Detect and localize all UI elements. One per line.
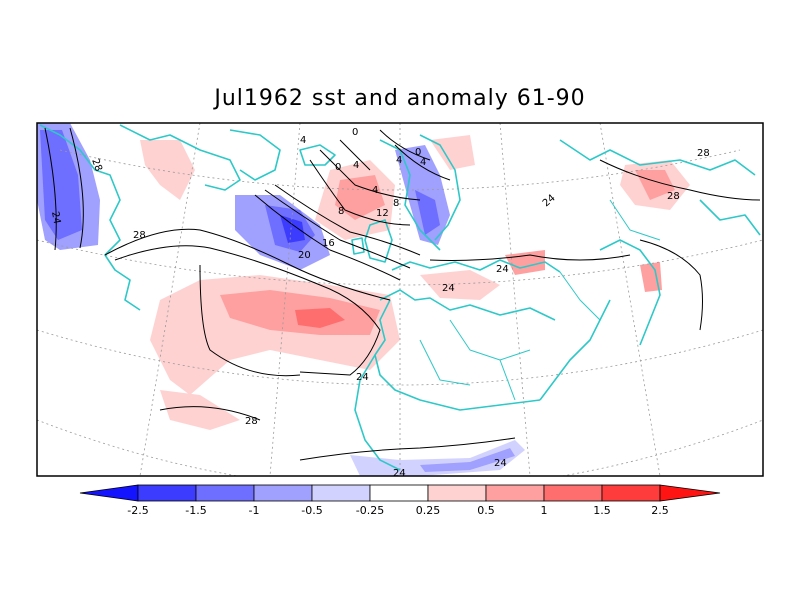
contour-label: 0	[335, 162, 341, 173]
contour-label: 0	[415, 147, 421, 158]
colorbar-segment	[311, 484, 371, 502]
colorbar-arrow-left	[79, 484, 139, 502]
colorbar-segment	[427, 484, 487, 502]
contour-label: 4	[353, 160, 359, 171]
sst-contours	[44, 127, 761, 461]
colorbar-label: 0.5	[477, 504, 495, 517]
contour-label: 8	[338, 206, 344, 217]
colorbar: -2.5 -1.5 -1 -0.5 -0.25 0.25 0.5 1 1.5 2…	[79, 484, 721, 517]
contour-label: 12	[376, 208, 389, 219]
colorbar-segment	[485, 484, 545, 502]
colorbar-label: -0.5	[301, 504, 322, 517]
colorbar-arrow-right	[659, 484, 721, 502]
colorbar-segment	[195, 484, 255, 502]
colorbar-label: 0.25	[416, 504, 441, 517]
contour-label: 24	[541, 193, 558, 210]
contour-label: 24	[393, 468, 406, 479]
graticule	[37, 123, 763, 476]
anomaly-shading	[37, 123, 690, 476]
contour-label: 8	[393, 198, 399, 209]
contour-label: 4	[420, 157, 426, 168]
map-title: Jul1962 sst and anomaly 61-90	[214, 86, 586, 111]
contour-label: 20	[298, 250, 311, 261]
contour-label: 24	[49, 211, 62, 225]
contour-label: 0	[352, 127, 358, 138]
colorbar-label: -2.5	[127, 504, 148, 517]
colorbar-segment	[253, 484, 313, 502]
colorbar-segment	[601, 484, 661, 502]
contour-label: 28	[245, 416, 258, 427]
coastlines	[39, 124, 761, 471]
colorbar-segment	[543, 484, 603, 502]
colorbar-label: -1.5	[185, 504, 206, 517]
colorbar-label: -0.25	[356, 504, 384, 517]
contour-label: 24	[496, 264, 509, 275]
colorbar-label: 1.5	[593, 504, 611, 517]
contour-labels: 0 4 4 0 4 0 4 8 8 12 16 20 24 24 24 24 2…	[49, 127, 710, 479]
contour-label: 4	[300, 135, 306, 146]
colorbar-segment	[137, 484, 197, 502]
contour-label: 24	[356, 372, 369, 383]
map-area: 0 4 4 0 4 0 4 8 8 12 16 20 24 24 24 24 2…	[37, 123, 763, 479]
contour-label: 28	[697, 148, 710, 159]
map-frame	[36, 122, 764, 477]
contour-label: 4	[396, 155, 402, 166]
colorbar-label: -1	[249, 504, 260, 517]
contour-label: 4	[372, 185, 378, 196]
contour-label: 24	[494, 458, 507, 469]
colorbar-segment	[369, 484, 429, 502]
contour-label: 28	[667, 191, 680, 202]
colorbar-label: 1	[541, 504, 548, 517]
colorbar-label: 2.5	[651, 504, 669, 517]
contour-label: 28	[89, 157, 104, 173]
contour-label: 24	[442, 283, 455, 294]
contour-label: 28	[133, 230, 146, 241]
contour-label: 16	[322, 238, 335, 249]
